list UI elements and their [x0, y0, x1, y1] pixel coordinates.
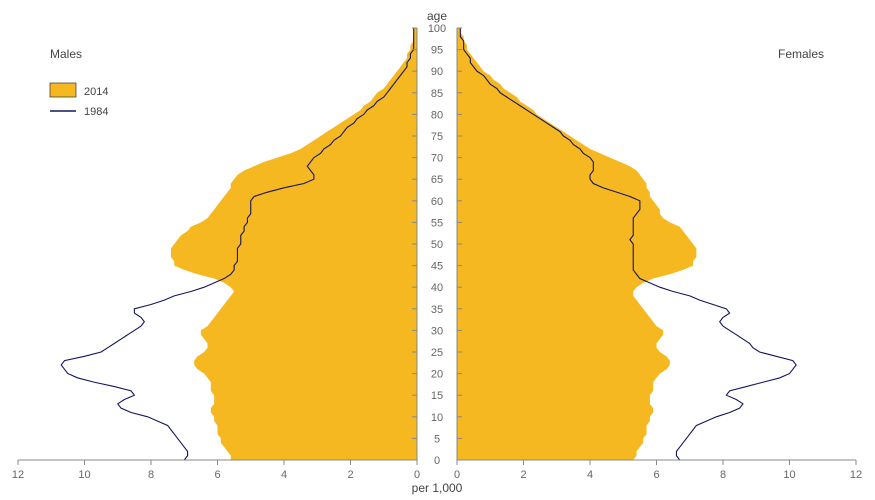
x-tick-label: 4 [281, 469, 287, 481]
x-tick-label: 6 [214, 469, 220, 481]
y-tick-label: 85 [431, 88, 443, 100]
y-tick-label: 25 [431, 347, 443, 359]
y-tick-label: 100 [428, 23, 446, 35]
x-tick-label: 10 [78, 469, 90, 481]
x-tick-label: 8 [720, 469, 726, 481]
x-tick-label: 6 [653, 469, 659, 481]
y-tick-label: 65 [431, 174, 443, 186]
y-tick-label: 80 [431, 109, 443, 121]
x-tick-label: 10 [783, 469, 795, 481]
x-tick-label: 0 [414, 469, 420, 481]
y-tick-label: 35 [431, 304, 443, 316]
y-tick-label: 55 [431, 217, 443, 229]
population-pyramid: 0 0 2 2 4 4 6 6 8 8 10 10 12 12 0 5 10 15 20 25 30 35 40 45 50 55… [0, 0, 875, 500]
y-tick-label: 70 [431, 153, 443, 165]
y-tick-label: 60 [431, 196, 443, 208]
y-tick-label: 30 [431, 325, 443, 337]
females-title: Females [778, 47, 824, 61]
y-tick-label: 10 [431, 412, 443, 424]
x-tick-label: 12 [850, 469, 862, 481]
y-tick-label: 45 [431, 261, 443, 273]
x-tick-label: 8 [148, 469, 154, 481]
x-tick-label: 2 [520, 469, 526, 481]
y-tick-label: 75 [431, 131, 443, 143]
age-axis-title: age [427, 9, 447, 23]
y-tick-label: 95 [431, 45, 443, 57]
x-tick-label: 0 [454, 469, 460, 481]
y-tick-label: 20 [431, 369, 443, 381]
y-tick-label: 40 [431, 282, 443, 294]
y-tick-label: 50 [431, 239, 443, 251]
y-tick-label: 0 [434, 455, 440, 467]
x-tick-label: 4 [587, 469, 593, 481]
x-axis-title: per 1,000 [412, 481, 463, 495]
x-tick-label: 2 [347, 469, 353, 481]
legend-label-1984: 1984 [84, 106, 108, 118]
males-title: Males [50, 47, 82, 61]
y-tick-label: 5 [434, 433, 440, 445]
legend-swatch-2014 [50, 83, 76, 97]
y-tick-label: 15 [431, 390, 443, 402]
legend-label-2014: 2014 [84, 86, 108, 98]
x-tick-label: 12 [12, 469, 24, 481]
y-tick-label: 90 [431, 66, 443, 78]
